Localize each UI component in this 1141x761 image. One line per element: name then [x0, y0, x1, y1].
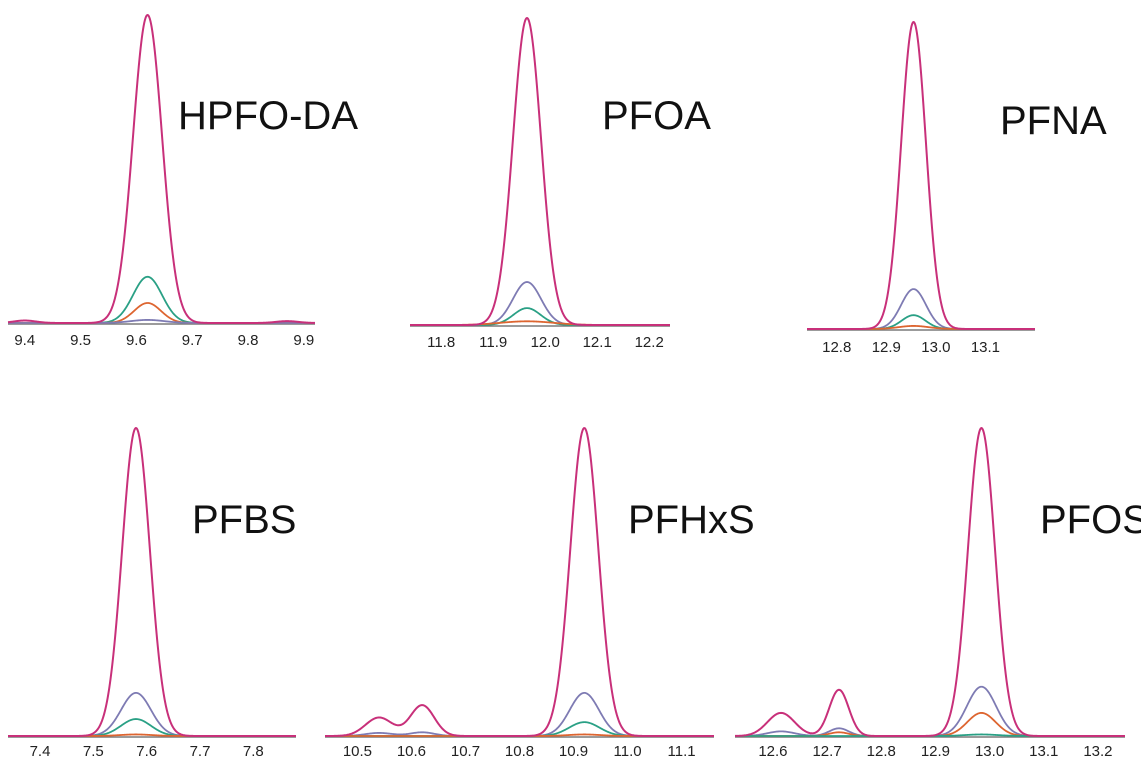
- pfhxs-x-tick-label: 11.1: [668, 743, 696, 760]
- pfos-x-tick-label: 12.6: [758, 743, 787, 760]
- pfna-x-tick-label: 12.9: [872, 339, 901, 356]
- pfbs-x-tick-label: 7.4: [30, 743, 51, 760]
- pfos-purple-trace: [735, 687, 1125, 736]
- chromatogram-plot-pfoa: 11.8 11.9 12.0 12.1 12.2: [400, 0, 700, 370]
- pfhxs-purple-trace: [325, 693, 714, 736]
- pfna-purple-trace: [807, 289, 1035, 329]
- chromatogram-plot-hpfo-da: 9.4 9.5 9.6 9.7 9.8 9.9: [0, 0, 340, 370]
- pfos-x-tick-label: 12.7: [812, 743, 841, 760]
- pfos-x-tick-label: 13.1: [1029, 743, 1058, 760]
- hpfo-da-x-tick-label: 9.7: [182, 332, 203, 349]
- pfhxs-x-tick-label: 11.0: [614, 743, 642, 760]
- pfna-x-tick-label: 13.1: [971, 339, 1000, 356]
- chromatogram-panel-pfos: 12.6 12.7 12.8 12.9 13.0 13.1 13.2 PFOS: [730, 410, 1141, 761]
- chromatogram-plot-pfbs: 7.4 7.5 7.6 7.7 7.8: [0, 410, 310, 761]
- pfoa-x-tick-label: 12.1: [583, 334, 612, 351]
- pfbs-x-tick-label: 7.7: [190, 743, 211, 760]
- hpfo-da-x-tick-label: 9.6: [126, 332, 147, 349]
- pfos-x-tick-label: 12.9: [921, 743, 950, 760]
- compound-label-pfbs: PFBS: [192, 498, 296, 543]
- chromatogram-panel-pfoa: 11.8 11.9 12.0 12.1 12.2 PFOA: [400, 0, 700, 370]
- compound-label-pfoa: PFOA: [602, 94, 711, 139]
- hpfo-da-x-tick-label: 9.8: [238, 332, 259, 349]
- pfbs-x-tick-label: 7.5: [83, 743, 104, 760]
- pfoa-magenta-trace: [410, 18, 670, 325]
- hpfo-da-x-tick-label: 9.5: [70, 332, 91, 349]
- pfbs-purple-trace: [8, 693, 296, 736]
- pfhxs-x-tick-label: 10.7: [451, 743, 480, 760]
- pfoa-purple-trace: [410, 282, 670, 325]
- pfbs-magenta-trace: [8, 428, 296, 736]
- pfoa-x-tick-label: 12.0: [531, 334, 560, 351]
- chromatogram-panel-pfna: 12.8 12.9 13.0 13.1 PFNA: [795, 0, 1115, 370]
- pfhxs-x-tick-label: 10.6: [397, 743, 426, 760]
- pfhxs-x-tick-label: 10.8: [505, 743, 534, 760]
- pfna-x-tick-label: 12.8: [822, 339, 851, 356]
- hpfo-da-x-tick-label: 9.9: [293, 332, 314, 349]
- pfos-magenta-trace: [735, 428, 1125, 736]
- pfna-magenta-trace: [807, 22, 1035, 329]
- pfoa-x-tick-label: 11.9: [479, 334, 507, 351]
- chromatogram-panel-pfhxs: 10.5 10.6 10.7 10.8 10.9 11.0 11.1 PFHxS: [320, 410, 720, 761]
- hpfo-da-teal-trace: [8, 277, 315, 323]
- pfoa-x-tick-label: 12.2: [635, 334, 664, 351]
- pfna-x-tick-label: 13.0: [921, 339, 950, 356]
- compound-label-pfna: PFNA: [1000, 99, 1107, 144]
- chromatogram-panel-hpfo-da: 9.4 9.5 9.6 9.7 9.8 9.9 HPFO-DA: [0, 0, 340, 370]
- pfbs-x-tick-label: 7.8: [243, 743, 264, 760]
- pfbs-teal-trace: [8, 719, 296, 736]
- pfbs-x-tick-label: 7.6: [136, 743, 157, 760]
- compound-label-pfos: PFOS: [1040, 498, 1141, 543]
- chromatogram-panel-pfbs: 7.4 7.5 7.6 7.7 7.8 PFBS: [0, 410, 310, 761]
- pfos-x-tick-label: 13.0: [975, 743, 1004, 760]
- chromatogram-plot-pfna: 12.8 12.9 13.0 13.1: [795, 0, 1115, 370]
- pfos-x-tick-label: 12.8: [867, 743, 896, 760]
- pfhxs-x-tick-label: 10.9: [559, 743, 588, 760]
- hpfo-da-x-tick-label: 9.4: [14, 332, 35, 349]
- pfhxs-magenta-trace: [325, 428, 714, 736]
- pfhxs-x-tick-label: 10.5: [343, 743, 372, 760]
- compound-label-hpfo-da: HPFO-DA: [178, 94, 358, 139]
- pfos-x-tick-label: 13.2: [1083, 743, 1112, 760]
- chromatogram-plot-pfos: 12.6 12.7 12.8 12.9 13.0 13.1 13.2: [730, 410, 1141, 761]
- pfoa-x-tick-label: 11.8: [427, 334, 455, 351]
- chromatogram-plot-pfhxs: 10.5 10.6 10.7 10.8 10.9 11.0 11.1: [320, 410, 720, 761]
- hpfo-da-magenta-trace: [8, 15, 315, 323]
